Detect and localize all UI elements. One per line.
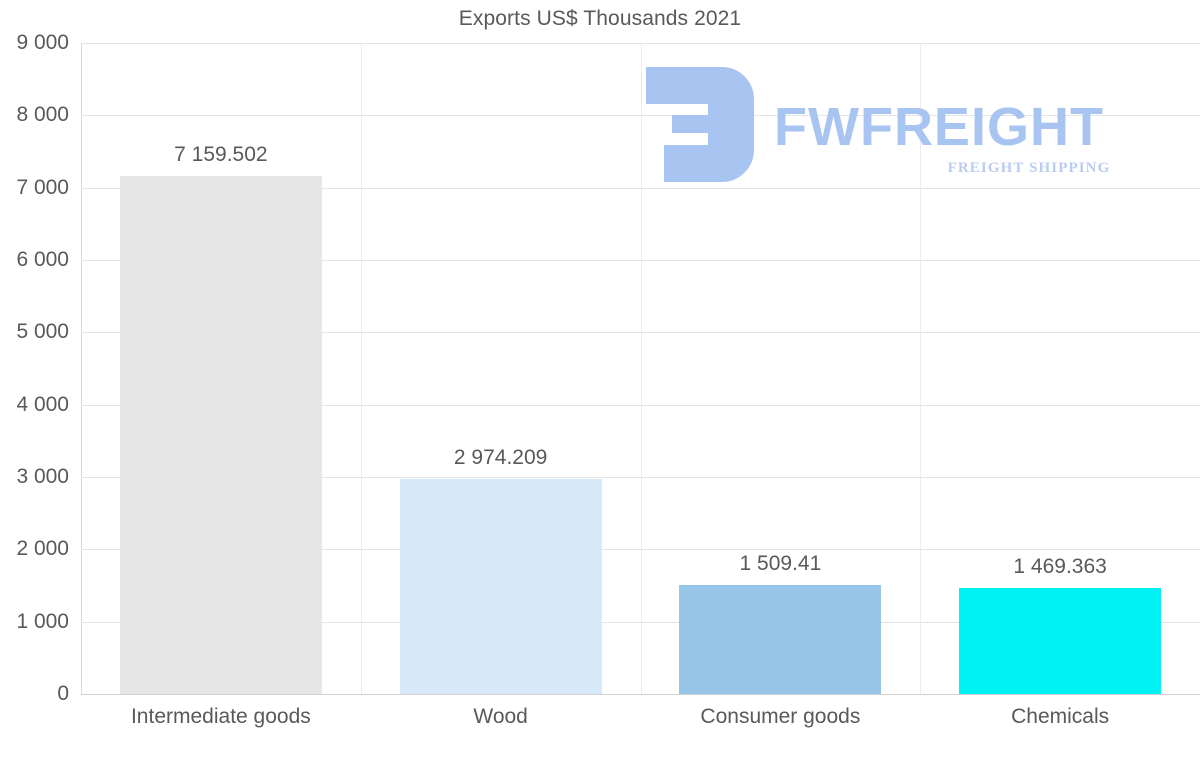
gridline [81, 694, 1200, 695]
y-axis-tick-label: 9 000 [16, 31, 69, 54]
category-separator [360, 43, 362, 694]
bar[interactable] [399, 478, 602, 694]
y-axis-tick-label: 8 000 [16, 103, 69, 127]
category-separator [640, 43, 642, 694]
x-axis-tick-label: Wood [473, 705, 528, 728]
x-axis-tick-label: Intermediate goods [130, 705, 311, 728]
category-separator [920, 43, 922, 694]
x-axis-tick-label: Consumer goods [700, 705, 861, 728]
plot-area [81, 43, 1200, 695]
y-axis-tick-label: 4 000 [16, 392, 69, 416]
y-axis-tick-label: 0 [57, 682, 69, 705]
y-axis-tick-label: 7 000 [16, 175, 69, 199]
bar-value-label: 7 159.502 [174, 143, 268, 167]
y-axis-tick-label: 2 000 [16, 537, 69, 561]
y-axis-tick-label: 5 000 [16, 320, 69, 344]
bar-value-label: 2 974.209 [453, 445, 548, 469]
bar-value-label: 1 509.41 [739, 551, 822, 575]
y-axis-tick-label: 1 000 [16, 609, 69, 633]
bar[interactable] [119, 176, 322, 694]
bar[interactable] [679, 584, 882, 694]
x-axis-tick-label: Chemicals [1011, 705, 1110, 728]
y-axis-tick-label: 3 000 [16, 465, 69, 488]
chart-title: Exports US$ Thousands 2021 [458, 7, 742, 30]
bar[interactable] [959, 587, 1162, 694]
y-axis-tick-label: 6 000 [16, 248, 69, 271]
y-axis-line [81, 43, 82, 695]
bar-value-label: 1 469.363 [1013, 554, 1107, 578]
